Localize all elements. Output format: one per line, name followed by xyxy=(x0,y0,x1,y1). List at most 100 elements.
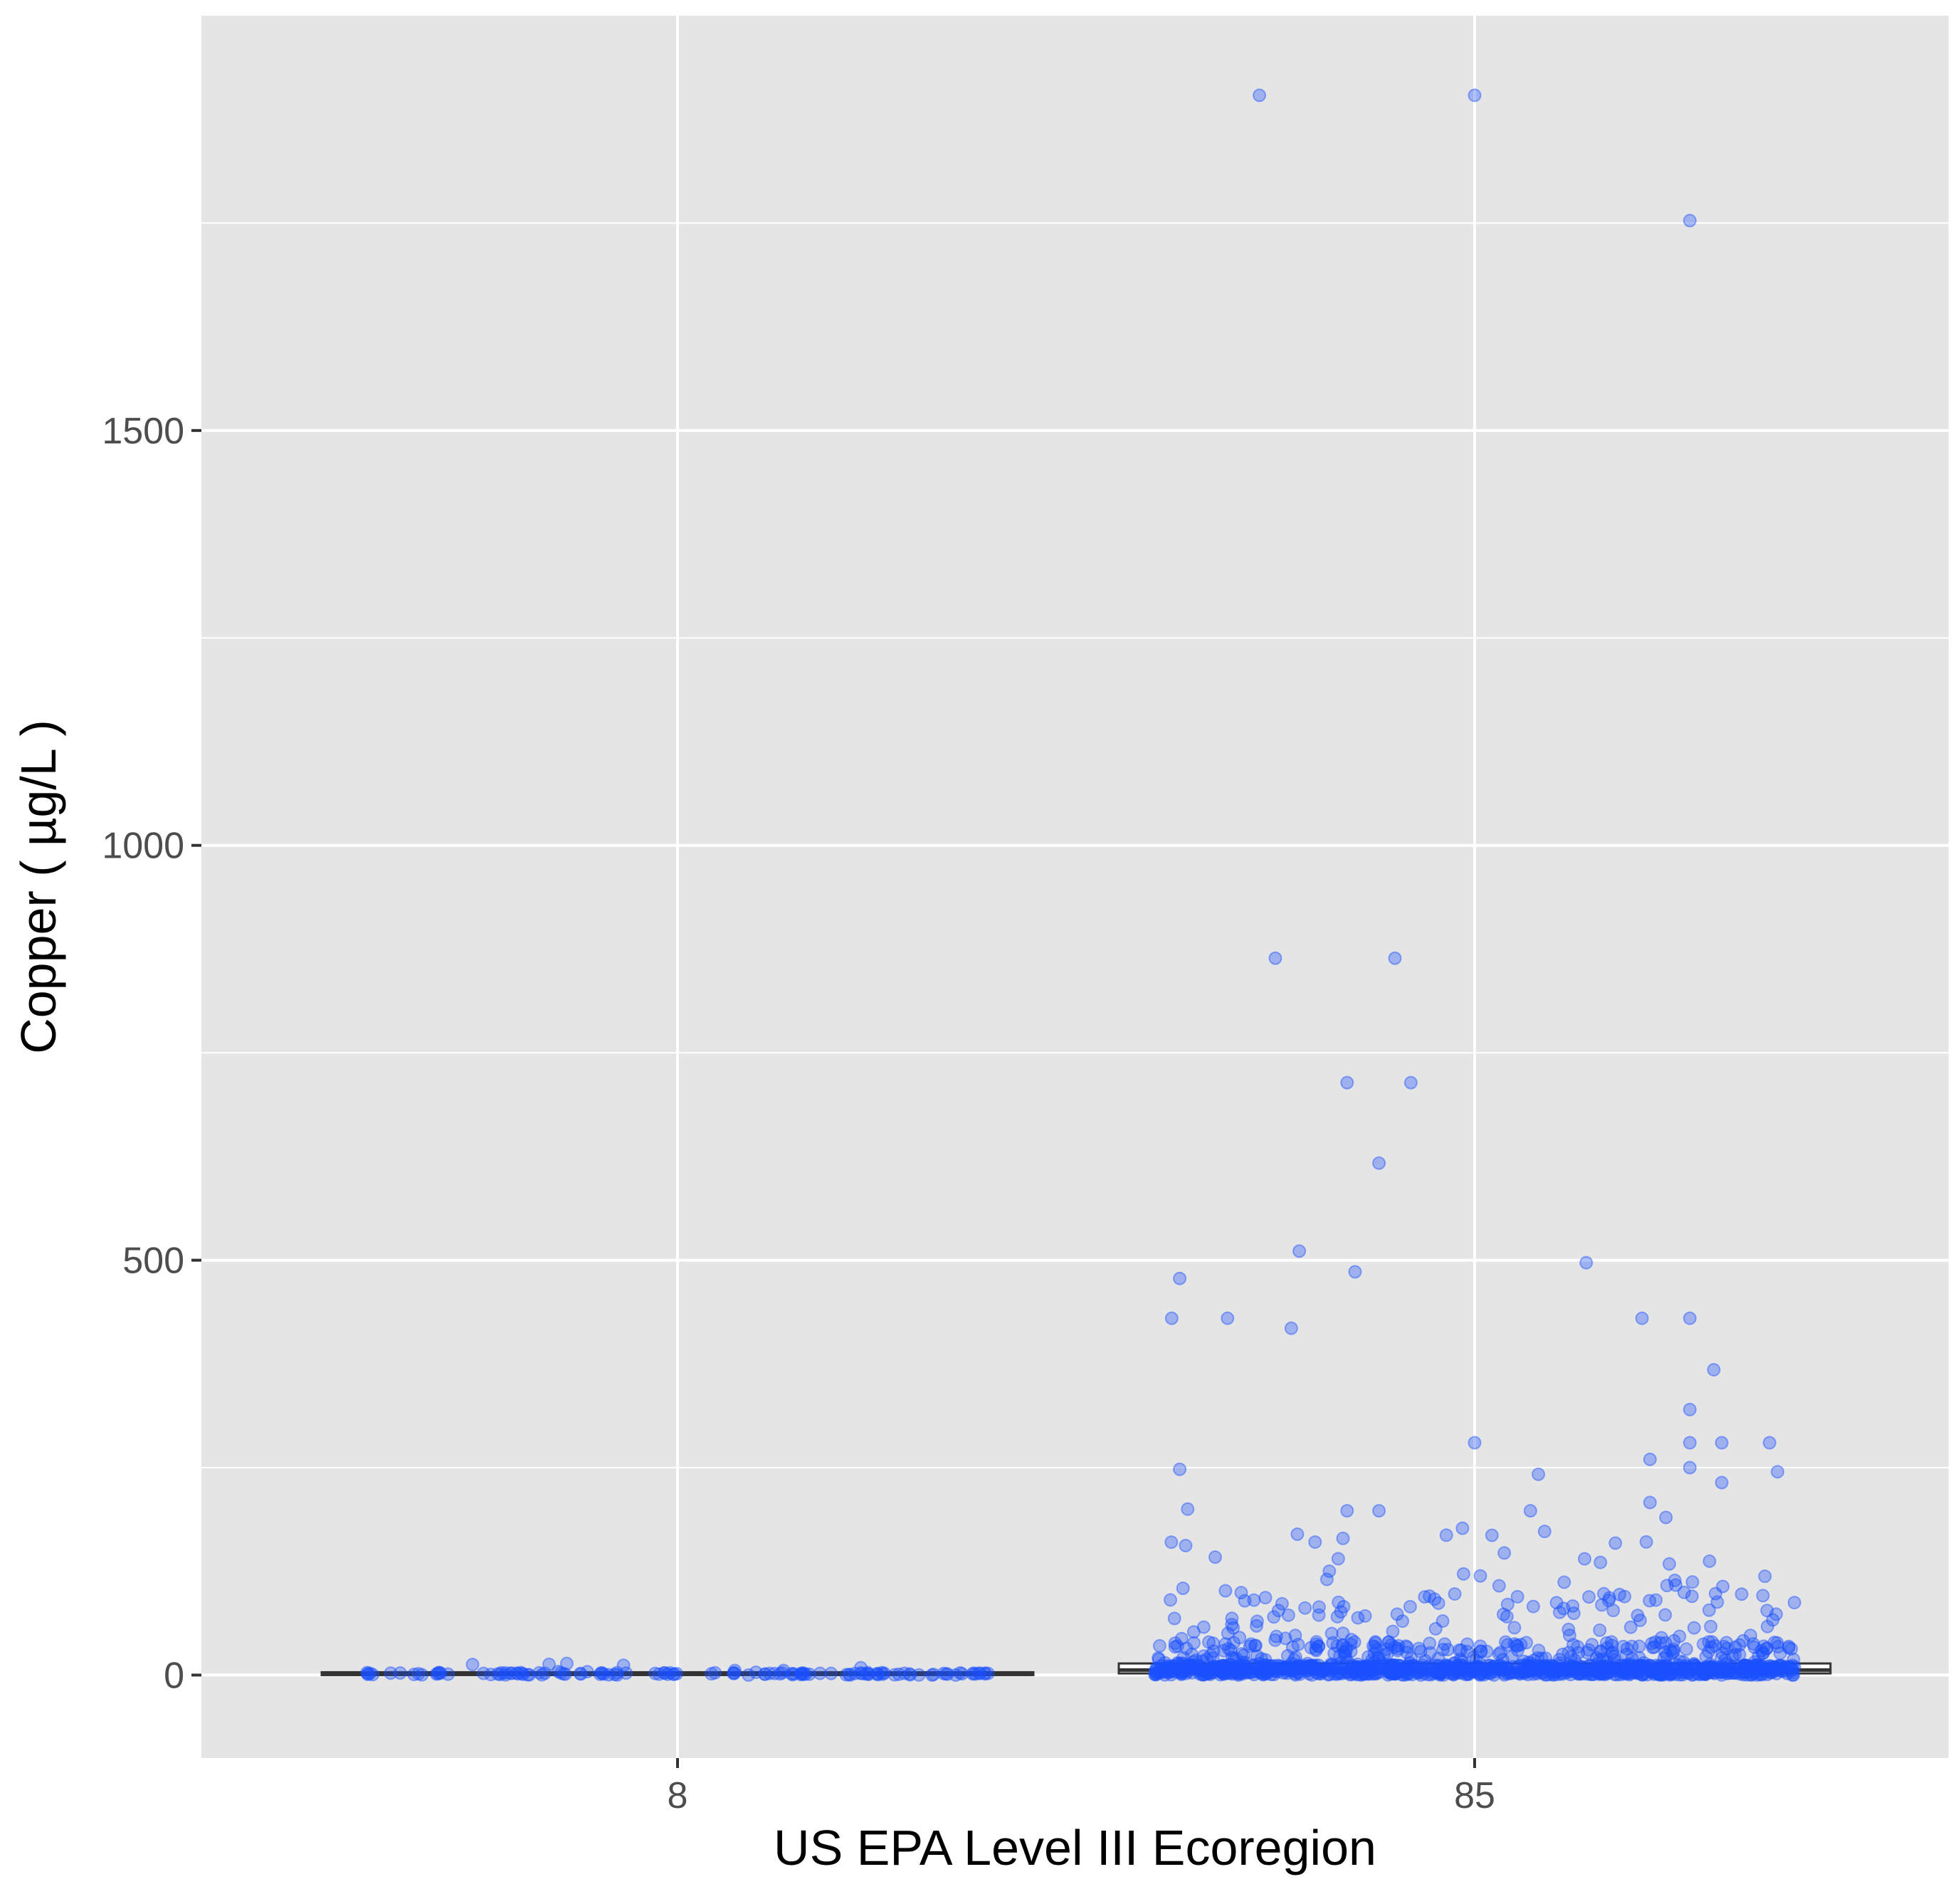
data-point xyxy=(1716,1579,1730,1594)
data-point xyxy=(1253,1660,1267,1674)
data-point xyxy=(1621,1658,1635,1673)
data-point xyxy=(1669,1578,1683,1592)
data-point xyxy=(1522,1659,1536,1673)
data-point xyxy=(1327,1667,1341,1681)
data-point xyxy=(1436,1668,1450,1682)
data-point xyxy=(1174,1656,1189,1670)
data-point xyxy=(1596,1653,1610,1667)
data-point xyxy=(1608,1653,1622,1667)
data-point xyxy=(1734,1663,1749,1678)
data-point xyxy=(1771,1465,1785,1479)
data-point xyxy=(768,1666,782,1680)
data-point xyxy=(1507,1637,1522,1651)
data-point xyxy=(953,1666,967,1680)
data-point xyxy=(1243,1666,1257,1680)
data-point xyxy=(1639,1661,1653,1675)
data-point xyxy=(1213,1664,1227,1678)
data-point xyxy=(1698,1668,1712,1682)
data-point xyxy=(1621,1666,1635,1680)
y-tick-label: 1500 xyxy=(102,411,184,452)
data-point xyxy=(1390,1664,1404,1678)
data-point xyxy=(1766,1664,1780,1678)
data-point xyxy=(1575,1660,1589,1674)
data-point xyxy=(1729,1666,1743,1680)
data-point xyxy=(1470,1660,1484,1674)
data-point xyxy=(1346,1661,1360,1675)
data-point xyxy=(1332,1665,1347,1679)
data-point xyxy=(1559,1661,1574,1675)
data-point xyxy=(1288,1666,1302,1680)
data-point xyxy=(1531,1651,1545,1665)
data-point xyxy=(1576,1663,1591,1677)
data-point xyxy=(1714,1668,1729,1682)
data-point xyxy=(1170,1639,1184,1653)
data-point xyxy=(1756,1646,1770,1661)
data-point xyxy=(1450,1664,1464,1678)
data-point xyxy=(1611,1663,1625,1678)
data-point xyxy=(1347,1664,1361,1678)
data-point xyxy=(431,1666,446,1680)
data-point xyxy=(1460,1637,1475,1651)
data-point xyxy=(1379,1642,1393,1656)
data-point xyxy=(1175,1663,1189,1677)
data-point xyxy=(1566,1658,1580,1673)
data-point xyxy=(1162,1660,1176,1674)
data-point xyxy=(1590,1657,1604,1671)
data-point xyxy=(966,1666,981,1680)
data-point xyxy=(1426,1666,1440,1680)
data-point xyxy=(1599,1663,1613,1678)
data-point xyxy=(1333,1666,1347,1680)
data-point xyxy=(1760,1604,1774,1618)
data-point xyxy=(1281,1659,1295,1673)
data-point xyxy=(1349,1661,1364,1675)
data-point xyxy=(1435,1661,1449,1675)
data-point xyxy=(1746,1637,1761,1651)
data-point xyxy=(1286,1663,1300,1678)
data-point xyxy=(1226,1665,1240,1679)
data-point xyxy=(1361,1667,1376,1681)
data-point xyxy=(1407,1659,1421,1673)
data-point xyxy=(1369,1635,1383,1649)
data-point xyxy=(1247,1593,1261,1607)
data-point xyxy=(1368,1640,1382,1654)
data-point xyxy=(1657,1651,1671,1666)
data-point xyxy=(1578,1552,1592,1566)
data-point xyxy=(1510,1589,1524,1604)
data-point xyxy=(1581,1663,1595,1677)
data-point xyxy=(1361,1658,1376,1673)
data-point xyxy=(1237,1658,1251,1673)
data-point xyxy=(1371,1651,1385,1665)
data-point xyxy=(429,1667,443,1681)
data-point xyxy=(1618,1658,1633,1673)
data-point xyxy=(1369,1666,1383,1680)
data-point xyxy=(1375,1656,1389,1670)
data-point xyxy=(1319,1572,1334,1587)
data-point xyxy=(1382,1635,1396,1649)
data-point xyxy=(1325,1658,1339,1672)
data-point xyxy=(1633,1659,1647,1673)
data-point xyxy=(1747,1663,1761,1677)
data-point xyxy=(1487,1668,1501,1682)
data-point xyxy=(1152,1665,1166,1679)
data-point xyxy=(1290,1527,1305,1541)
data-point xyxy=(1351,1611,1365,1625)
data-point xyxy=(758,1667,772,1681)
data-point xyxy=(1785,1663,1799,1677)
data-point xyxy=(1704,1619,1718,1633)
data-point xyxy=(1271,1604,1285,1618)
data-point xyxy=(1618,1663,1632,1677)
data-point xyxy=(1527,1653,1541,1668)
data-point xyxy=(1438,1666,1452,1680)
data-point xyxy=(1429,1663,1443,1678)
data-point xyxy=(1284,1321,1298,1335)
data-point xyxy=(1239,1660,1253,1674)
data-point xyxy=(1443,1663,1458,1677)
data-point xyxy=(1681,1666,1695,1680)
data-point xyxy=(1528,1658,1542,1673)
data-point xyxy=(1739,1661,1754,1675)
data-point xyxy=(1348,1666,1362,1680)
data-point xyxy=(1260,1658,1274,1673)
data-point xyxy=(1642,1658,1656,1673)
data-point xyxy=(1314,1665,1329,1679)
data-point xyxy=(1659,1510,1673,1525)
